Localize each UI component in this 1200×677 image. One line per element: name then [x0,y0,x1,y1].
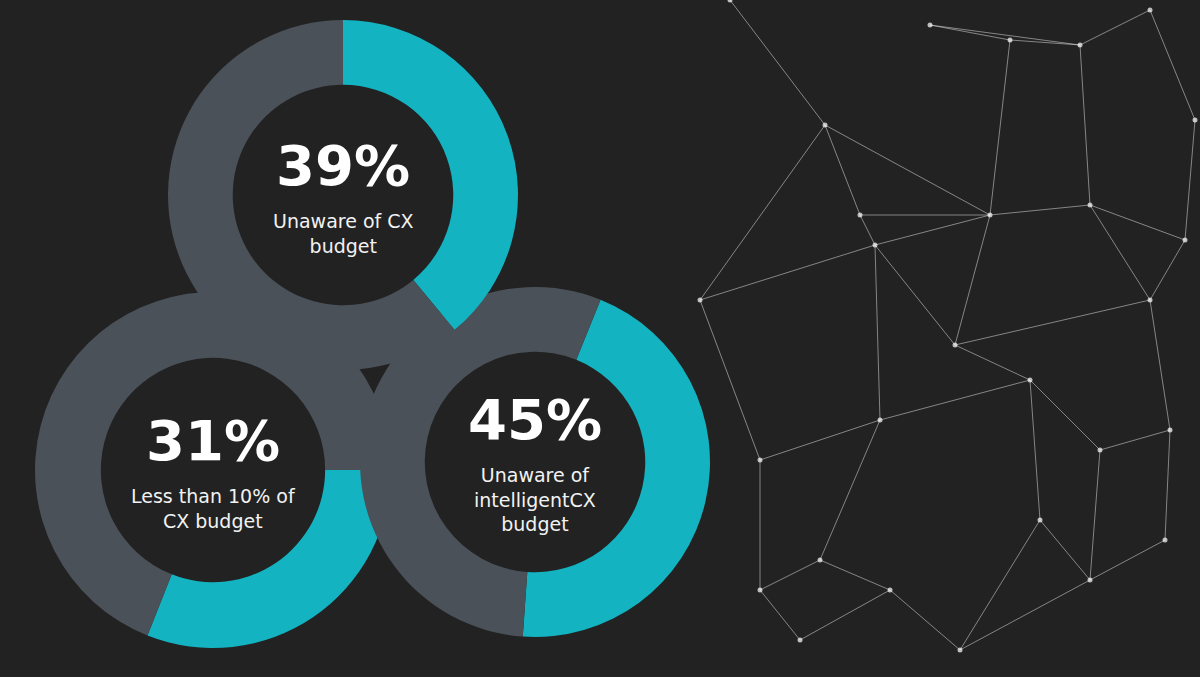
svg-text:45%: 45% [468,387,602,452]
svg-text:Unaware of CXbudget: Unaware of CXbudget [273,210,414,257]
svg-text:Less than 10% ofCX budget: Less than 10% ofCX budget [131,485,296,532]
svg-text:39%: 39% [276,133,410,198]
svg-text:Unaware ofintelligentCXbudget: Unaware ofintelligentCXbudget [474,464,596,535]
svg-text:31%: 31% [146,408,280,473]
